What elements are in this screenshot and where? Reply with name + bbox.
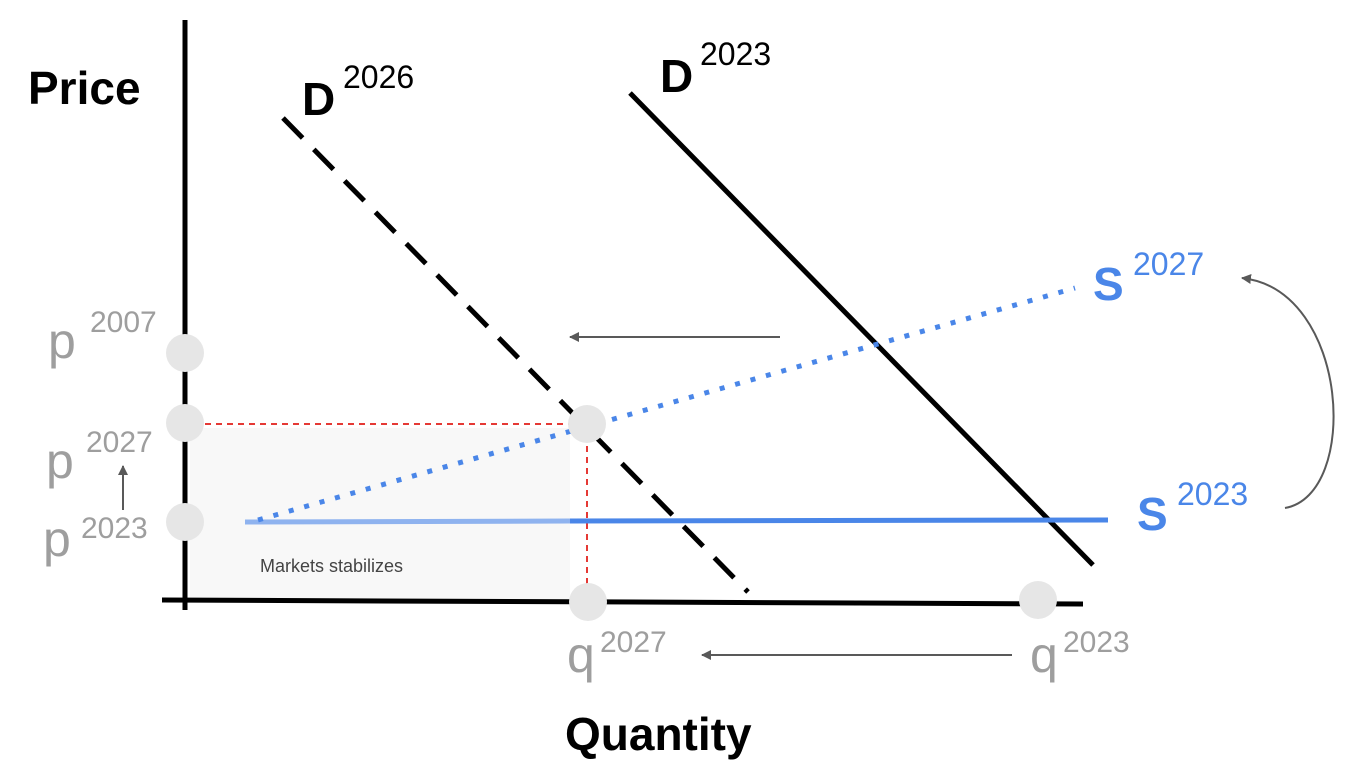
curve-label: S xyxy=(1137,488,1168,540)
supply-curve xyxy=(569,517,1109,524)
supply-curve xyxy=(257,285,1076,523)
curve-label: S xyxy=(1093,258,1124,310)
quantity-superscript: 2023 xyxy=(1063,626,1130,659)
point xyxy=(568,405,606,443)
point xyxy=(569,583,607,621)
price-label: p xyxy=(43,511,71,567)
price-superscript: 2007 xyxy=(90,306,157,339)
price-label: p xyxy=(46,433,74,489)
demand-curve xyxy=(281,116,750,594)
arrow xyxy=(1241,274,1335,509)
supply-curve xyxy=(244,518,571,525)
curve-label: D xyxy=(302,73,335,125)
curve-label: D xyxy=(660,50,693,102)
price-superscript: 2027 xyxy=(86,426,153,459)
quantity-label: q xyxy=(1030,627,1058,683)
point xyxy=(166,334,204,372)
curve-superscript: 2023 xyxy=(700,36,771,72)
annotation: Markets stabilizes xyxy=(260,556,403,576)
curve-superscript: 2026 xyxy=(343,59,414,95)
x-axis-label: Quantity xyxy=(565,708,752,760)
price-label: p xyxy=(48,313,76,369)
point xyxy=(166,503,204,541)
curve-superscript: 2027 xyxy=(1133,246,1204,282)
shaded-area xyxy=(190,428,570,600)
y-axis-label: Price xyxy=(28,62,141,114)
point xyxy=(1019,581,1057,619)
points xyxy=(166,334,1057,621)
point xyxy=(166,404,204,442)
quantity-superscript: 2027 xyxy=(600,626,667,659)
quantity-label: q xyxy=(567,627,595,683)
x-axis xyxy=(161,597,1084,607)
price-superscript: 2023 xyxy=(81,512,148,545)
curve-superscript: 2023 xyxy=(1177,476,1248,512)
demand-curve xyxy=(628,91,1095,567)
